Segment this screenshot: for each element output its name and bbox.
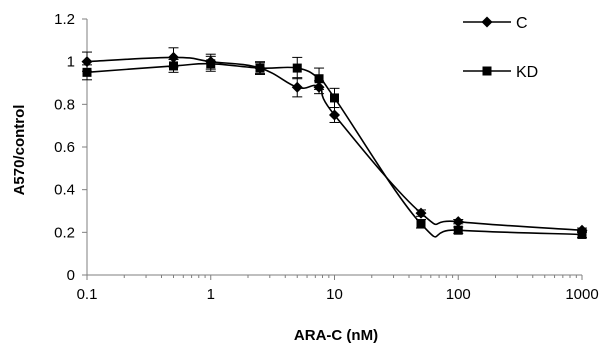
data-point-kd: [330, 93, 339, 103]
y-tick-label: 0.6: [54, 139, 75, 156]
x-tick-label: 10: [326, 286, 343, 303]
data-point-c: [415, 207, 427, 219]
series-kd: [82, 55, 587, 239]
x-tick-label: 0.1: [77, 286, 98, 303]
data-point-kd: [292, 63, 302, 73]
series-layer: [81, 47, 588, 239]
data-point-kd: [168, 61, 178, 71]
data-point-kd: [314, 74, 324, 84]
data-point-c: [329, 109, 340, 121]
legend-marker-kd: [482, 66, 492, 76]
legend: C KD: [463, 15, 538, 81]
data-point-kd: [82, 67, 92, 77]
y-axis-label: A570/control: [11, 105, 28, 196]
y-tick-label: 0.8: [54, 96, 75, 113]
data-point-kd: [206, 59, 216, 69]
axes: 0 0.2 0.4 0.6 0.8 1 1.2 0.1 1 10 100 1000: [54, 11, 599, 303]
y-tick-label: 1: [67, 54, 75, 71]
x-tick-label: 100: [446, 286, 471, 303]
data-point-kd: [416, 219, 426, 229]
legend-label-kd: KD: [516, 64, 538, 81]
data-point-c: [291, 81, 303, 93]
data-point-c: [167, 51, 179, 63]
y-tick-label: 1.2: [54, 11, 75, 28]
data-point-kd: [577, 229, 587, 239]
y-tick-label: 0.4: [54, 182, 75, 199]
data-point-kd: [255, 63, 265, 73]
series-line-c: [86, 56, 583, 231]
data-point-kd: [453, 225, 463, 235]
x-tick-label: 1: [207, 286, 215, 303]
y-tick-label: 0: [67, 267, 75, 284]
legend-marker-c: [481, 16, 493, 28]
x-tick-label: 1000: [565, 286, 598, 303]
legend-label-c: C: [516, 15, 528, 32]
y-tick-label: 0.2: [54, 224, 75, 241]
data-point-c: [452, 216, 464, 228]
series-c: [81, 47, 588, 236]
x-axis-label: ARA-C (nM): [294, 327, 378, 344]
